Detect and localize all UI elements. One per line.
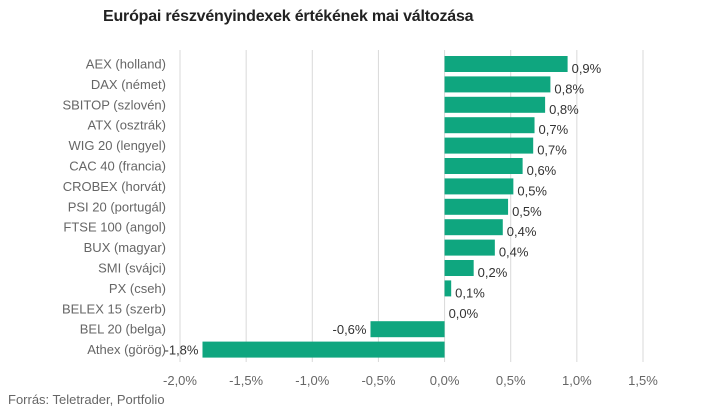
x-tick-label: -2,0%	[163, 373, 197, 388]
category-label: SMI (svájci)	[98, 261, 166, 276]
bar	[444, 239, 495, 256]
value-label: -1,8%	[165, 343, 199, 358]
value-label: 0,8%	[549, 102, 579, 117]
value-label: 0,7%	[537, 143, 567, 158]
value-label: 0,2%	[478, 265, 508, 280]
value-label: 0,6%	[527, 163, 557, 178]
value-label: 0,1%	[455, 285, 485, 300]
value-label: 0,5%	[512, 204, 542, 219]
bar	[444, 178, 514, 195]
category-label: BUX (magyar)	[84, 240, 166, 255]
category-label: ATX (osztrák)	[88, 118, 167, 133]
bar	[370, 321, 445, 338]
bar	[444, 260, 474, 276]
value-label: 0,7%	[539, 122, 569, 137]
x-tick-label: -1,5%	[229, 373, 263, 388]
chart-title: Európai részvényindexek értékének mai vá…	[103, 8, 474, 25]
bar	[444, 280, 452, 297]
bar	[444, 137, 534, 154]
value-label: 0,5%	[517, 183, 547, 198]
value-label: 0,4%	[499, 245, 529, 260]
category-label: PSI 20 (portugál)	[68, 199, 166, 214]
category-label: FTSE 100 (angol)	[63, 220, 166, 235]
bar	[444, 56, 568, 72]
x-tick-label: 1,5%	[628, 373, 658, 388]
value-label: 0,0%	[449, 306, 479, 321]
bar	[444, 158, 523, 174]
value-label: -0,6%	[333, 322, 367, 337]
category-label: BELEX 15 (szerb)	[62, 301, 166, 316]
x-tick-label: 0,0%	[430, 373, 460, 388]
category-label: DAX (német)	[91, 77, 166, 92]
x-tick-label: 0,5%	[496, 373, 526, 388]
category-label: WIG 20 (lengyel)	[68, 138, 166, 153]
bar	[444, 219, 503, 236]
value-label: 0,8%	[554, 81, 584, 96]
category-label: Athex (görög)	[87, 342, 166, 357]
x-tick-label: -1,0%	[295, 373, 329, 388]
category-label: PX (cseh)	[109, 281, 166, 296]
category-label: CROBEX (horvát)	[63, 179, 166, 194]
category-label: SBITOP (szlovén)	[62, 97, 166, 112]
category-label: CAC 40 (francia)	[69, 159, 166, 174]
value-label: 0,4%	[507, 224, 537, 239]
source-note: Forrás: Teletrader, Portfolio	[8, 392, 165, 407]
bar	[202, 341, 445, 358]
bar	[444, 198, 509, 215]
bar	[444, 96, 546, 113]
value-label: 0,9%	[572, 61, 602, 76]
category-label: AEX (holland)	[86, 57, 166, 72]
bar	[444, 117, 535, 134]
bar	[444, 76, 551, 93]
category-label: BEL 20 (belga)	[80, 322, 166, 337]
x-tick-label: -0,5%	[361, 373, 395, 388]
x-tick-label: 1,0%	[562, 373, 592, 388]
